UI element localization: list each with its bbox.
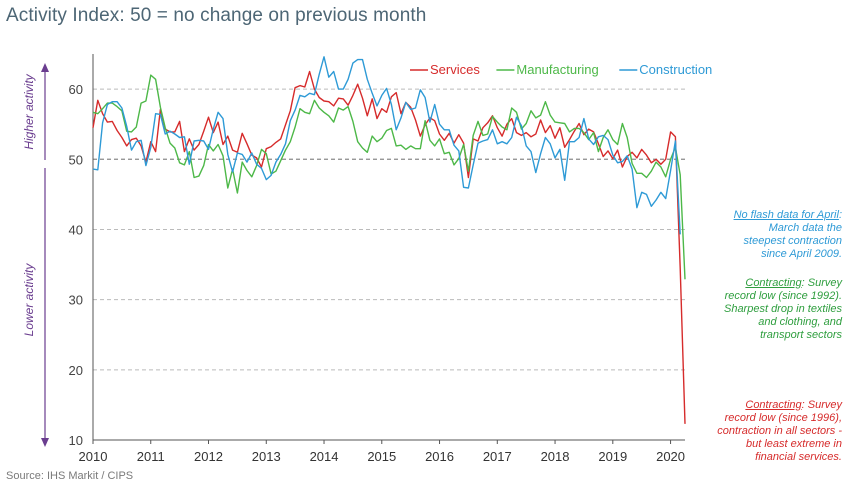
y-tick-labels: 10 20 30 40 50 60: [69, 82, 83, 448]
manufacturing-note-line: Sharpest drop in textiles: [723, 303, 842, 315]
construction-note-line: steepest contraction: [743, 235, 842, 247]
x-tick-label: 2019: [598, 449, 627, 464]
manufacturing-note-line: : Survey: [801, 277, 842, 289]
services-note-line: : Survey: [801, 399, 842, 411]
y-tick-label: 40: [69, 222, 83, 237]
construction-note-line: :: [838, 209, 842, 221]
construction-note-line: since April 2009.: [761, 248, 842, 260]
services-note-line: contraction in all sectors -: [717, 425, 842, 437]
arrow-up-icon: [41, 63, 49, 72]
construction-note-lead: No flash data for April: [733, 209, 839, 221]
lower-activity-label: Lower activity: [22, 263, 36, 337]
series-line-manufacturing: [92, 74, 686, 280]
y-tick-label: 50: [69, 152, 83, 167]
activity-arrow: [41, 63, 49, 447]
axes: [92, 54, 685, 441]
x-tick-labels: 2010 2011 2012 2013 2014 2015 2016 2017 2018 2019…: [79, 440, 685, 464]
x-tick-label: 2018: [541, 449, 570, 464]
x-tick-label: 2020: [656, 449, 685, 464]
x-tick-label: 2012: [194, 449, 223, 464]
x-tick-label: 2016: [425, 449, 454, 464]
x-tick-label: 2010: [79, 449, 108, 464]
manufacturing-note-lead: Contracting: [745, 277, 802, 289]
services-note: Contracting: Survey record low (since 19…: [717, 399, 842, 464]
x-tick-label: 2013: [252, 449, 281, 464]
series-lines: [92, 56, 686, 424]
y-tick-label: 60: [69, 82, 83, 97]
y-tick-label: 30: [69, 293, 83, 308]
services-note-lead: Contracting: [745, 399, 802, 411]
legend-label: Services: [430, 62, 480, 77]
services-note-line: but least extreme in: [746, 438, 842, 450]
legend: Services Manufacturing Construction: [410, 62, 712, 77]
x-tick-label: 2011: [137, 449, 165, 464]
construction-note: No flash data for April: March data the …: [734, 209, 842, 261]
higher-activity-label: Higher activity: [22, 73, 36, 149]
y-tick-label: 20: [69, 363, 83, 378]
page-title: Activity Index: 50 = no change on previo…: [6, 5, 427, 26]
services-note-line: record low (since 1996),: [724, 412, 842, 424]
manufacturing-note-line: and clothing, and: [758, 316, 842, 328]
source-note: Source: IHS Markit / CIPS: [6, 470, 134, 482]
series-line-construction: [92, 56, 681, 235]
manufacturing-note-line: record low (since 1992).: [724, 290, 842, 302]
legend-label: Manufacturing: [516, 62, 598, 77]
x-tick-label: 2014: [310, 449, 339, 464]
legend-label: Construction: [639, 62, 712, 77]
manufacturing-note-line: transport sectors: [760, 329, 842, 341]
services-note-line: financial services.: [755, 451, 842, 463]
gridlines: [93, 88, 685, 371]
y-tick-label: 10: [69, 433, 83, 448]
series-line-services: [92, 70, 686, 424]
manufacturing-note: Contracting: Survey record low (since 19…: [724, 277, 842, 342]
x-tick-label: 2015: [367, 449, 396, 464]
arrow-down-icon: [41, 438, 49, 447]
x-tick-label: 2017: [483, 449, 512, 464]
construction-note-line: March data the: [768, 222, 842, 234]
